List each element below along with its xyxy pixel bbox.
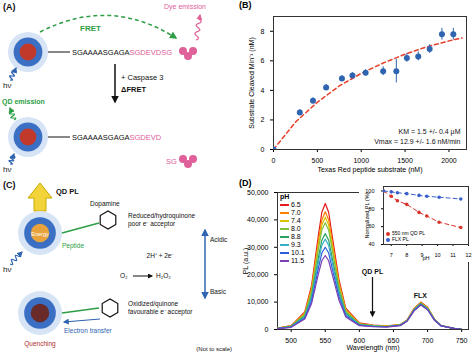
svg-text:Basic: Basic	[210, 288, 227, 295]
svg-text:700: 700	[422, 337, 434, 344]
svg-text:hν: hν	[3, 81, 11, 90]
svg-text:Oxidized/quinone: Oxidized/quinone	[128, 300, 179, 308]
html-text:6.5: 6.5	[291, 201, 301, 208]
html-text:10.1: 10.1	[291, 249, 305, 256]
svg-text:PL (a.u.): PL (a.u.)	[242, 248, 250, 275]
svg-text:ΔFRET: ΔFRET	[121, 85, 146, 94]
svg-text:Reduced/hydroquinone: Reduced/hydroquinone	[128, 212, 196, 220]
svg-text:40: 40	[368, 241, 374, 247]
svg-text:650: 650	[387, 337, 400, 345]
svg-text:550: 550	[319, 337, 331, 344]
html-text:7.4: 7.4	[291, 217, 301, 224]
html-text:8.8: 8.8	[291, 233, 301, 240]
svg-text:Normalized PL (%): Normalized PL (%)	[364, 192, 370, 238]
svg-text:0: 0	[272, 157, 276, 164]
html-text:(D): (D)	[239, 178, 252, 188]
svg-text:SG: SG	[166, 157, 177, 166]
svg-text:1000: 1000	[353, 157, 369, 164]
svg-text:(Not to scale): (Not to scale)	[196, 346, 232, 352]
svg-text:QD emission: QD emission	[2, 98, 45, 106]
svg-text:8: 8	[405, 252, 408, 258]
svg-text:KM = 1.5 +/- 0.4 μM: KM = 1.5 +/- 0.4 μM	[398, 128, 460, 136]
svg-text:Electron transfer: Electron transfer	[64, 327, 113, 334]
svg-text:6: 6	[261, 57, 265, 64]
html-text:(B): (B)	[239, 0, 252, 10]
svg-text:2: 2	[261, 116, 265, 123]
svg-text:600: 600	[353, 337, 366, 345]
svg-text:Peptide: Peptide	[62, 242, 84, 250]
svg-text:SGAAAASGAGASGDEVDSG: SGAAAASGAGASGDEVDSG	[72, 48, 172, 57]
svg-text:500: 500	[312, 157, 324, 164]
svg-text:10: 10	[435, 252, 441, 258]
svg-text:Texas Red peptide substrate (n: Texas Red peptide substrate (nM)	[317, 166, 422, 174]
svg-text:60: 60	[368, 223, 375, 230]
svg-text:H₂O₂: H₂O₂	[156, 272, 171, 279]
svg-text:0: 0	[261, 146, 265, 153]
svg-text:11: 11	[450, 252, 456, 258]
svg-text:12: 12	[465, 252, 471, 258]
svg-text:(A): (A)	[3, 2, 16, 12]
svg-text:Substrate Cleaved Min⁻¹ (nM): Substrate Cleaved Min⁻¹ (nM)	[248, 37, 256, 128]
svg-text:FRET: FRET	[80, 24, 101, 33]
svg-text:500: 500	[285, 337, 297, 344]
svg-text:10,000: 10,000	[247, 298, 269, 305]
svg-text:7: 7	[390, 252, 393, 258]
svg-text:hν: hν	[3, 165, 11, 174]
svg-text:FLX: FLX	[414, 292, 428, 299]
svg-text:1500: 1500	[397, 157, 413, 164]
svg-text:80: 80	[368, 205, 375, 212]
svg-text:Quenching: Quenching	[24, 340, 56, 348]
html-text:pH: pH	[280, 193, 290, 200]
svg-text:O₂: O₂	[120, 272, 128, 279]
svg-text:20,000: 20,000	[247, 271, 269, 278]
svg-text:SGAAAASGAGASGDEVD: SGAAAASGAGASGDEVD	[72, 133, 162, 142]
svg-text:Dopamine: Dopamine	[90, 200, 120, 208]
svg-text:2H⁺ + 2e⁻: 2H⁺ + 2e⁻	[147, 252, 174, 259]
html-text:FLX PL: FLX PL	[392, 236, 409, 242]
svg-text:Acidic: Acidic	[210, 236, 228, 243]
svg-text:30,000: 30,000	[247, 244, 269, 251]
svg-text:QD PL: QD PL	[56, 187, 79, 196]
html-text:8.0: 8.0	[291, 225, 301, 232]
html-text:550 nm QD PL: 550 nm QD PL	[392, 230, 426, 236]
svg-text:favourable e⁻ acceptor: favourable e⁻ acceptor	[128, 308, 193, 316]
svg-text:Vmax = 12.9 +/- 1.6 nM/min: Vmax = 12.9 +/- 1.6 nM/min	[374, 138, 460, 145]
svg-text:+ Caspase 3: + Caspase 3	[121, 73, 163, 82]
svg-text:40,000: 40,000	[247, 216, 269, 223]
html-text:9.3: 9.3	[291, 241, 301, 248]
svg-text:0: 0	[265, 326, 269, 333]
svg-text:Dye emission: Dye emission	[164, 3, 206, 11]
svg-text:poor e⁻ acceptor: poor e⁻ acceptor	[128, 220, 176, 228]
svg-text:pH: pH	[422, 255, 429, 261]
svg-text:8: 8	[261, 28, 265, 35]
svg-text:2000: 2000	[441, 157, 457, 164]
svg-text:50,000: 50,000	[247, 189, 269, 196]
svg-text:4: 4	[261, 87, 265, 94]
svg-text:Wavelength (nm): Wavelength (nm)	[346, 344, 399, 352]
html-text:7.0: 7.0	[291, 209, 301, 216]
html-text:11.5: 11.5	[291, 257, 305, 264]
svg-text:QD PL: QD PL	[362, 268, 384, 276]
svg-text:Energy: Energy	[31, 231, 49, 237]
svg-text:750: 750	[456, 337, 468, 344]
svg-text:hν: hν	[3, 265, 11, 274]
svg-text:100: 100	[365, 187, 375, 194]
svg-text:(C): (C)	[3, 180, 16, 190]
